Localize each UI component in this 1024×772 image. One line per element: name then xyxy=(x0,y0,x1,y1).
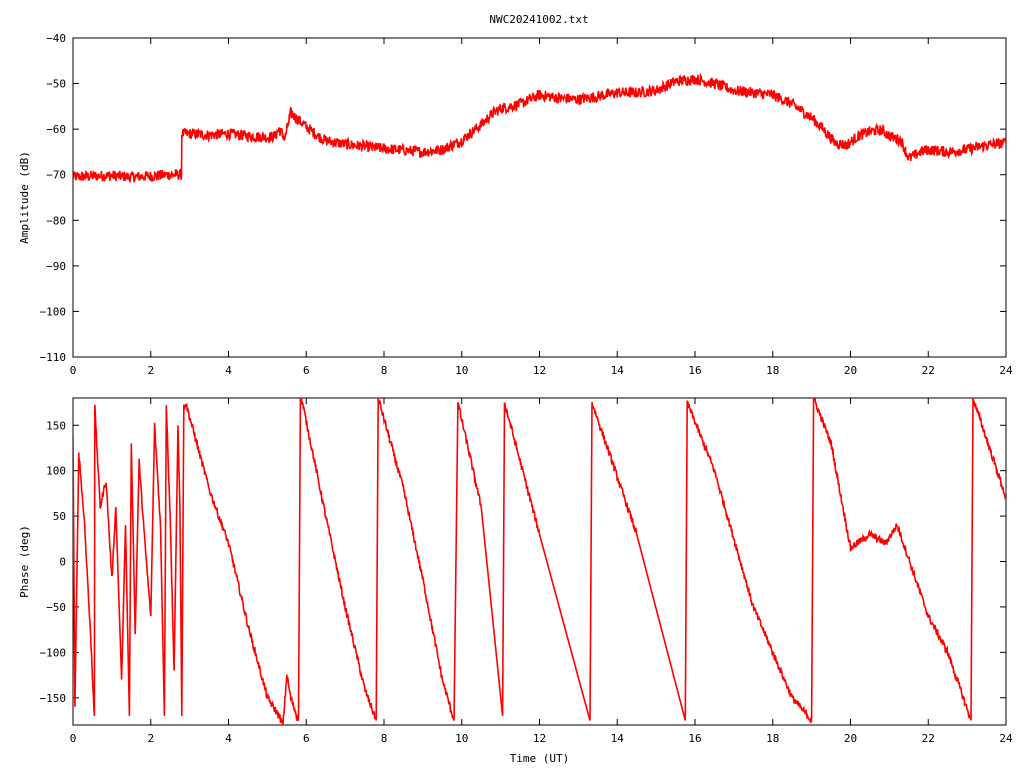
x-tick-label: 16 xyxy=(688,364,701,377)
y-tick-label: −100 xyxy=(40,646,67,659)
plot-frame xyxy=(72,37,1007,358)
y-tick-label: −100 xyxy=(40,305,67,318)
x-tick-label: 22 xyxy=(922,732,935,745)
x-tick-label: 12 xyxy=(533,364,546,377)
x-tick-label: 14 xyxy=(611,364,625,377)
y-tick-label: −50 xyxy=(46,78,66,91)
y-tick-label: 50 xyxy=(53,510,66,523)
x-tick-label: 18 xyxy=(766,732,779,745)
chart-title: NWC20241002.txt xyxy=(489,13,588,26)
y-tick-label: −110 xyxy=(40,351,67,364)
phase-panel: 0 2 4 6 8 10 12 14 16 18 20 22 24−150−100−5005010015… xyxy=(18,397,1013,765)
series-line xyxy=(73,398,1006,725)
x-tick-label: 6 xyxy=(303,732,310,745)
x-tick-label: 22 xyxy=(922,364,935,377)
amplitude-panel: 0 2 4 6 8 10 12 14 16 18 20 22 24−110−100−90−80−70−6… xyxy=(18,32,1013,377)
x-tick-label: 6 xyxy=(303,364,310,377)
x-tick-label: 16 xyxy=(688,732,701,745)
y-axis-label: Amplitude (dB) xyxy=(18,151,31,244)
x-tick-label: 20 xyxy=(844,732,857,745)
x-tick-label: 14 xyxy=(611,732,625,745)
y-tick-label: −50 xyxy=(46,601,66,614)
y-tick-label: 0 xyxy=(59,556,66,569)
y-tick-label: 150 xyxy=(46,419,66,432)
x-tick-label: 10 xyxy=(455,364,468,377)
series-line xyxy=(73,72,1006,183)
x-axis-label: Time (UT) xyxy=(510,752,570,765)
y-tick-label: −60 xyxy=(46,123,66,136)
x-tick-label: 18 xyxy=(766,364,779,377)
y-tick-label: −90 xyxy=(46,260,66,273)
plot-frame xyxy=(72,397,1007,726)
x-tick-label: 24 xyxy=(999,364,1013,377)
x-tick-label: 4 xyxy=(225,732,232,745)
x-tick-label: 24 xyxy=(999,732,1013,745)
y-tick-label: −80 xyxy=(46,214,66,227)
x-tick-label: 0 xyxy=(70,732,77,745)
x-tick-label: 0 xyxy=(70,364,77,377)
x-tick-label: 8 xyxy=(381,364,388,377)
x-tick-label: 8 xyxy=(381,732,388,745)
x-tick-label: 2 xyxy=(147,364,154,377)
x-tick-label: 12 xyxy=(533,732,546,745)
y-axis-label: Phase (deg) xyxy=(18,525,31,598)
x-tick-label: 20 xyxy=(844,364,857,377)
y-tick-label: −70 xyxy=(46,169,66,182)
y-tick-label: −150 xyxy=(40,692,67,705)
y-tick-label: −40 xyxy=(46,32,66,45)
y-tick-label: 100 xyxy=(46,465,66,478)
x-tick-label: 10 xyxy=(455,732,468,745)
x-tick-label: 2 xyxy=(147,732,154,745)
x-tick-label: 4 xyxy=(225,364,232,377)
